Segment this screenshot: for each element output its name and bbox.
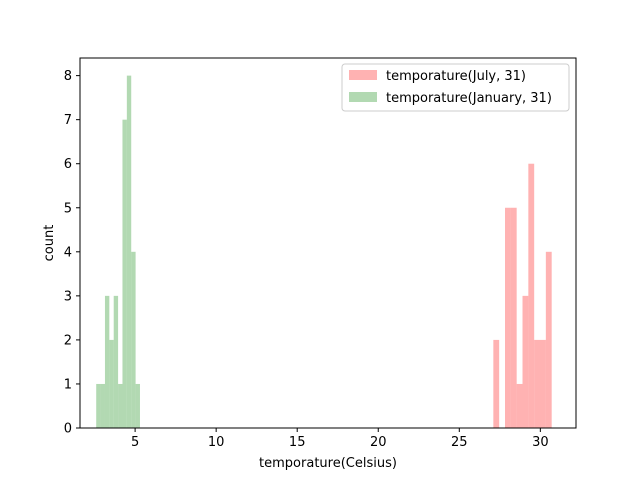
histogram-bar: [528, 163, 535, 428]
y-tick-label: 5: [64, 201, 72, 216]
legend-label-january: temporature(January, 31): [386, 91, 552, 106]
y-tick-label: 2: [64, 333, 72, 348]
histogram-bar: [100, 383, 105, 428]
histogram-bar: [126, 75, 132, 428]
histogram-bar: [135, 383, 140, 428]
histogram-bar: [104, 295, 110, 428]
x-tick-label: 15: [289, 435, 306, 450]
y-tick-label: 7: [64, 113, 72, 128]
legend: temporature(July, 31) temporature(Januar…: [341, 63, 570, 112]
histogram-bar: [122, 119, 127, 429]
histogram-bar: [545, 251, 552, 428]
histogram-bar: [510, 207, 517, 428]
legend-label-july: temporature(July, 31): [386, 69, 526, 84]
histogram-bar: [113, 295, 119, 428]
histogram-bar: [522, 295, 529, 428]
y-tick-label: 3: [64, 289, 72, 304]
x-tick-label: 25: [451, 435, 468, 450]
histogram-bar: [131, 251, 136, 428]
y-tick-label: 6: [64, 157, 72, 172]
histogram-bar: [505, 207, 511, 428]
legend-swatch-january: [349, 92, 377, 102]
y-tick-label: 4: [64, 245, 72, 260]
legend-frame: [341, 63, 570, 112]
histogram-bar: [96, 383, 101, 428]
y-axis-ticks: 0 1 2 3 4 5 6 7 8: [64, 69, 80, 437]
x-tick-label: 30: [532, 435, 549, 450]
x-tick-label: 20: [370, 435, 387, 450]
histogram-bar: [534, 339, 541, 428]
x-tick-label: 10: [208, 435, 225, 450]
histogram-bar: [493, 339, 500, 428]
y-tick-label: 0: [64, 422, 72, 437]
x-tick-label: 5: [131, 435, 139, 450]
plot-frame: [79, 57, 577, 429]
x-axis-ticks: 5 10 15 20 25 30: [131, 428, 549, 450]
histogram-bar: [540, 339, 546, 428]
histogram-bars: [96, 75, 552, 429]
y-tick-label: 8: [64, 69, 72, 84]
x-axis-label: temporature(Celsius): [259, 456, 397, 471]
legend-swatch-july: [349, 70, 377, 80]
histogram-bar: [118, 383, 123, 428]
y-tick-label: 1: [64, 377, 72, 392]
histogram-bar: [109, 339, 114, 428]
histogram-bar: [516, 383, 523, 428]
y-axis-label: count: [42, 225, 57, 262]
